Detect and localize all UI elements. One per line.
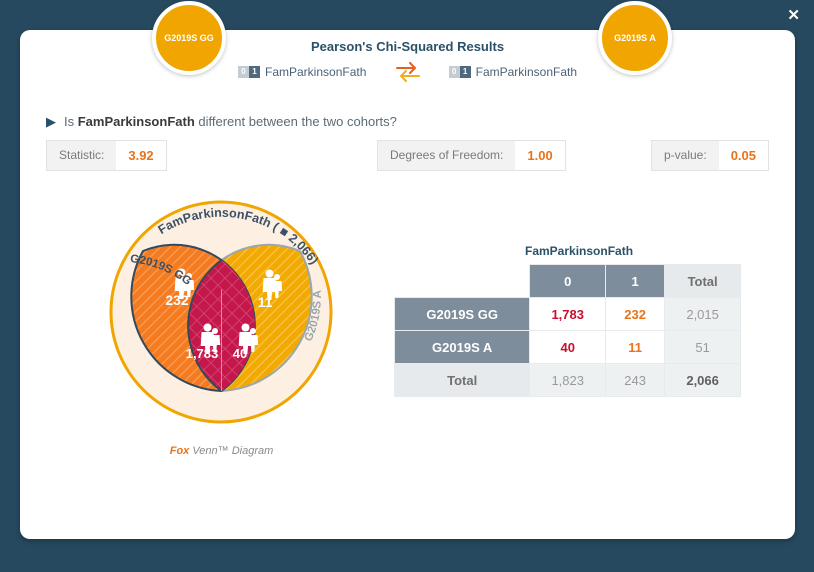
svg-text:40: 40 (233, 346, 247, 361)
svg-text:232: 232 (165, 292, 189, 308)
svg-text:Fox Venn™ Diagram: Fox Venn™ Diagram (170, 445, 274, 457)
svg-text:11: 11 (258, 294, 273, 310)
svg-text:1,783: 1,783 (186, 346, 219, 361)
